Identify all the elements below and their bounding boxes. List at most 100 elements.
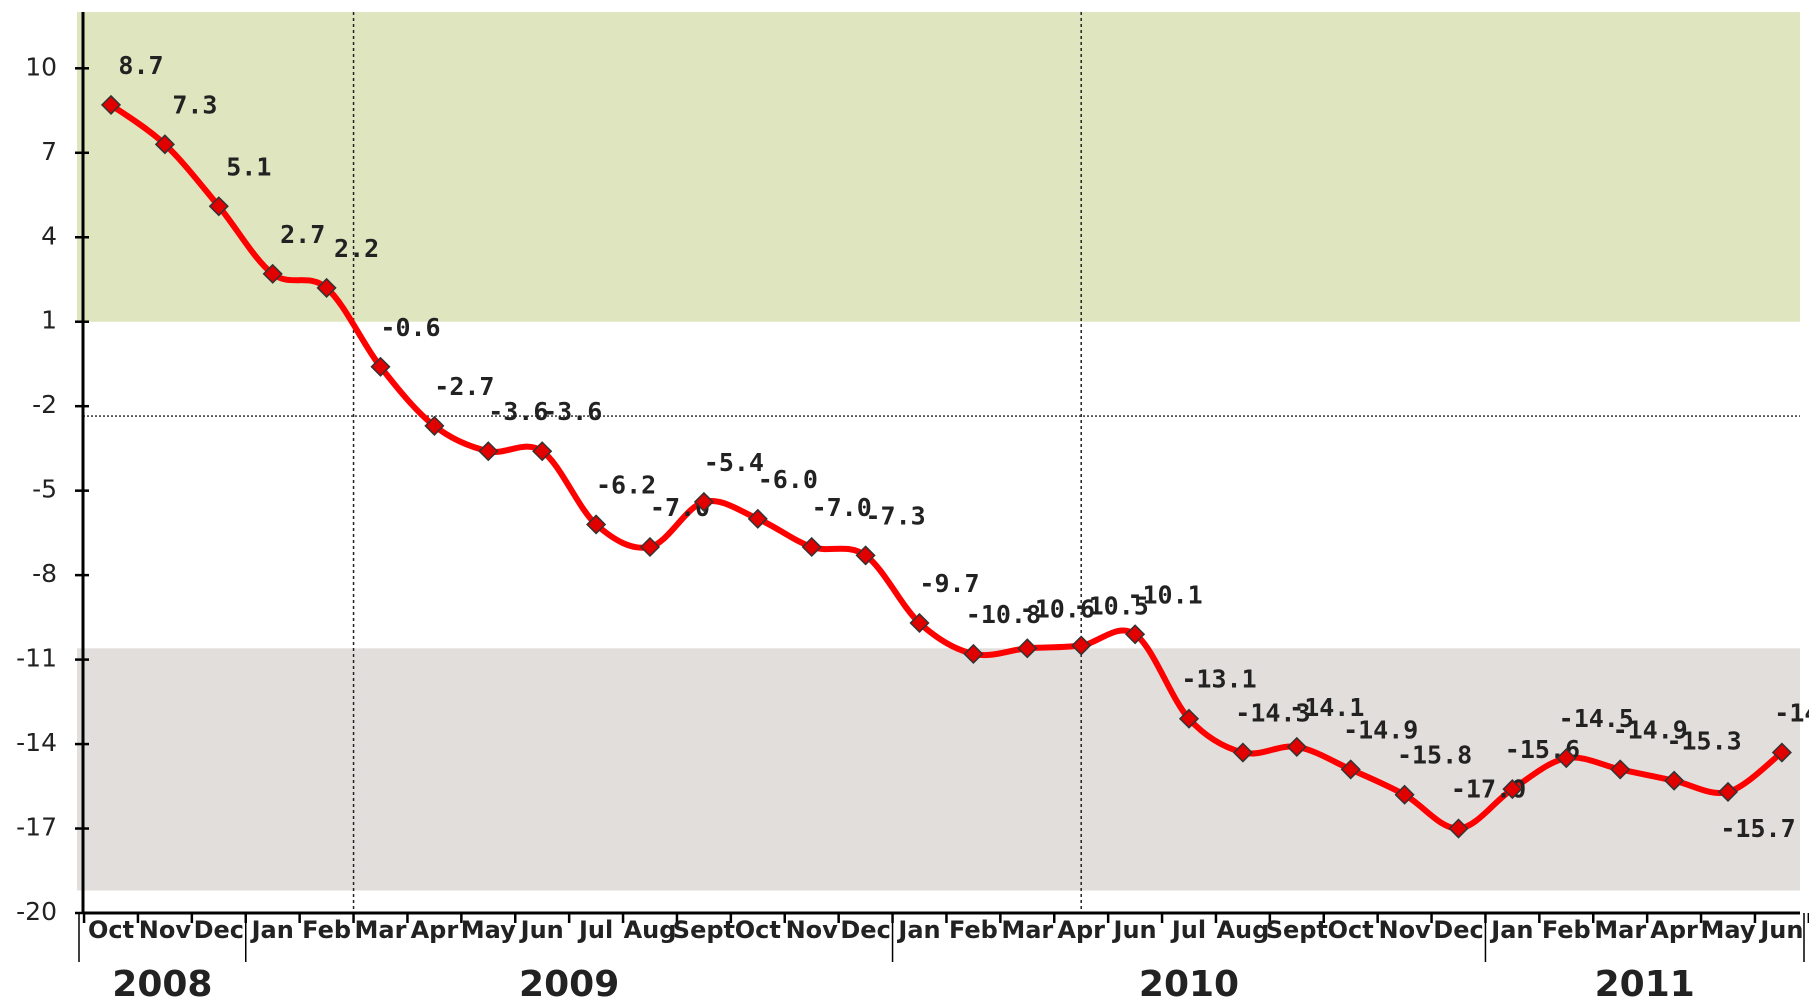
value-label: -15.7 (1720, 814, 1795, 843)
marker (586, 514, 607, 535)
value-label: -14.3 (1235, 699, 1310, 728)
x-tick-label: Nov (1378, 916, 1431, 944)
marker (801, 536, 822, 558)
value-label: -10.5 (1074, 592, 1149, 621)
marker (1717, 781, 1739, 802)
marker (747, 508, 768, 529)
value-label: -2.7 (434, 372, 494, 401)
value-label: -6.0 (758, 465, 818, 494)
marker (100, 94, 122, 115)
marker (424, 415, 445, 436)
x-tick-label: Jul (1170, 916, 1206, 944)
y-tick-label: 7 (41, 137, 57, 166)
x-tick-label: Oct (88, 916, 134, 944)
y-tick-label: -17 (16, 813, 57, 842)
value-label: -14.3 (1774, 699, 1809, 728)
y-tick-label: 4 (41, 221, 57, 250)
x-tick-label: Mar (1594, 916, 1646, 944)
value-label: -0.6 (380, 313, 440, 342)
marker (909, 612, 930, 634)
marker (154, 134, 175, 155)
x-tick-label: Jun (1758, 916, 1803, 944)
marker (1394, 784, 1415, 805)
y-tick-label: -2 (32, 390, 57, 419)
x-tick-label: Jan (250, 916, 294, 944)
x-tick-label: Aug (1216, 916, 1269, 944)
marker (1771, 742, 1792, 763)
x-tick-label: Dec (194, 916, 244, 944)
value-label: -10.6 (1020, 594, 1095, 623)
marker (1286, 736, 1307, 757)
x-tick-label: Jan (896, 916, 940, 944)
x-tick-label: May (1701, 916, 1756, 944)
marker (855, 545, 876, 566)
value-label: -3.6 (488, 397, 548, 426)
marker (1017, 638, 1038, 659)
marker (1448, 818, 1469, 839)
value-label: -3.6 (542, 397, 602, 426)
y-tick-label: -11 (16, 644, 57, 673)
marker (963, 643, 984, 665)
marker (532, 441, 553, 462)
marker (1071, 635, 1092, 656)
value-label: -7.3 (865, 501, 925, 530)
value-label: -10.1 (1127, 580, 1202, 609)
value-label: 7.3 (172, 90, 217, 119)
x-tick-label: Apr (1057, 916, 1105, 944)
x-tick-label: Sept (673, 916, 735, 944)
year-label: 2008 (112, 964, 212, 1005)
marker (370, 356, 391, 377)
x-tick-label: Jun (1112, 916, 1157, 944)
value-label: -14.9 (1343, 715, 1418, 744)
value-label: -6.2 (596, 470, 656, 499)
marker (693, 491, 714, 512)
x-tick-label: Aug (624, 916, 677, 944)
x-tick-label: Feb (302, 916, 351, 944)
value-label: -9.7 (919, 569, 979, 598)
x-tick-label: Mar (355, 916, 407, 944)
marker (208, 196, 229, 217)
year-label: 2010 (1139, 964, 1239, 1005)
value-label: 5.1 (226, 152, 271, 181)
value-label: -7.0 (812, 493, 872, 522)
x-tick-label: Mar (1001, 916, 1053, 944)
y-tick-label: 10 (25, 52, 57, 81)
value-label: 2.7 (280, 220, 325, 249)
x-tick-label: Apr (1650, 916, 1698, 944)
marker (478, 441, 499, 462)
y-tick-label: 1 (41, 306, 57, 335)
band (77, 648, 1800, 891)
x-tick-label: Oct (735, 916, 781, 944)
marker (1232, 742, 1253, 763)
marker (1610, 759, 1631, 780)
value-label: 2.2 (334, 234, 379, 263)
x-tick-label: Jan (1489, 916, 1533, 944)
y-tick-label: -5 (32, 475, 57, 504)
x-tick-label: Jul (577, 916, 613, 944)
x-tick-label: Feb (949, 916, 998, 944)
value-label: -15.3 (1666, 727, 1741, 756)
y-tick-label: -20 (16, 897, 57, 926)
x-tick-label: Feb (1542, 916, 1591, 944)
band (77, 12, 1800, 322)
x-tick-label: Jun (519, 916, 564, 944)
marker (1502, 779, 1523, 800)
value-label: -10.8 (966, 600, 1041, 629)
marker (1664, 770, 1685, 791)
marker (1178, 708, 1200, 729)
x-tick-label: Apr (411, 916, 459, 944)
year-label: 2009 (519, 964, 619, 1005)
value-label: -14.1 (1289, 693, 1364, 722)
marker (316, 277, 337, 298)
x-tick-label: Dec (840, 916, 890, 944)
x-tick-label: Nov (139, 916, 192, 944)
x-tick-label: Dec (1433, 916, 1483, 944)
marker (639, 536, 661, 558)
value-label: -5.4 (704, 448, 764, 477)
x-tick-label: Nov (786, 916, 839, 944)
value-label: -15.8 (1397, 741, 1472, 770)
value-label: -13.1 (1181, 665, 1256, 694)
value-label: -14.5 (1559, 704, 1634, 733)
year-label: 2011 (1595, 964, 1695, 1005)
